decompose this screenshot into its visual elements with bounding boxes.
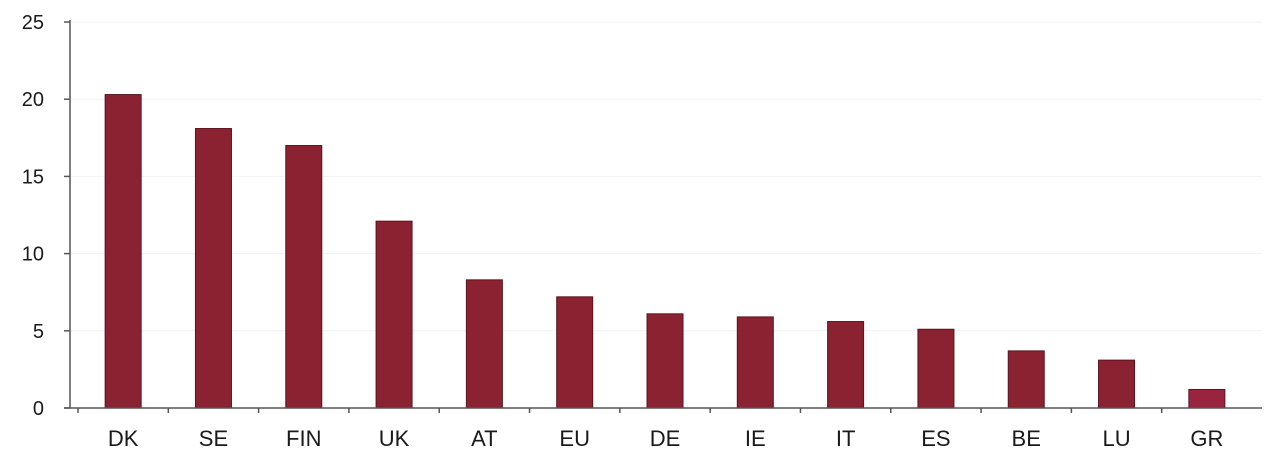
x-tick-label-fin: FIN [286, 426, 321, 451]
x-tick-label-eu: EU [559, 426, 590, 451]
bar-dk [104, 94, 142, 409]
x-tick-label-ie: IE [745, 426, 766, 451]
bar-eu [556, 296, 594, 409]
y-tick-label: 20 [22, 89, 44, 111]
y-tick-label: 15 [22, 166, 44, 188]
bar-gr [1188, 388, 1226, 409]
bar-se [194, 128, 232, 409]
bar-es [917, 328, 955, 409]
x-tick-label-es: ES [921, 426, 950, 451]
bars [104, 94, 1226, 409]
bar-it [827, 321, 865, 409]
x-tick-label-de: DE [650, 426, 681, 451]
bar-at [465, 279, 503, 409]
x-tick-label-gr: GR [1190, 426, 1223, 451]
x-tick-label-at: AT [471, 426, 497, 451]
bar-de [646, 313, 684, 409]
bar-lu [1098, 359, 1136, 409]
bar-fin [285, 145, 323, 409]
x-tick-label-se: SE [199, 426, 228, 451]
y-tick-label: 0 [33, 398, 44, 420]
y-tick-label: 25 [22, 12, 44, 34]
y-tick-label: 10 [22, 244, 44, 266]
x-tick-label-lu: LU [1102, 426, 1130, 451]
y-ticks: 0 5 10 15 20 25 [22, 12, 70, 420]
bar-be [1007, 350, 1045, 409]
bar-uk [375, 220, 413, 409]
grid-lines [70, 21, 1262, 332]
x-tick-label-dk: DK [108, 426, 139, 451]
x-tick-label-uk: UK [379, 426, 410, 451]
x-tick-label-it: IT [836, 426, 856, 451]
bar-ie [736, 316, 774, 409]
y-tick-label: 5 [33, 321, 44, 343]
x-tick-label-be: BE [1012, 426, 1041, 451]
x-ticks: DK SE FIN UK AT EU DE IE IT ES BE LU GR [77, 408, 1223, 451]
